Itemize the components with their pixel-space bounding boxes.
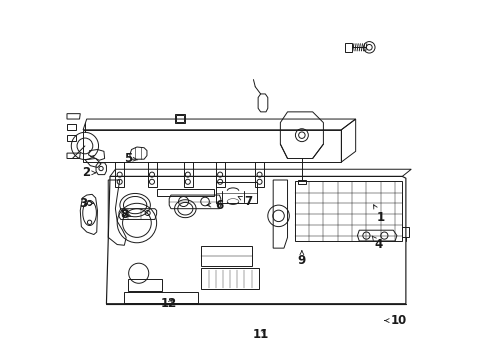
Text: 3: 3 bbox=[79, 197, 93, 210]
Text: 1: 1 bbox=[373, 205, 384, 224]
Text: 6: 6 bbox=[206, 199, 223, 212]
Text: 5: 5 bbox=[123, 152, 137, 165]
Text: 9: 9 bbox=[297, 251, 305, 267]
Text: 11: 11 bbox=[252, 328, 268, 341]
Text: 12: 12 bbox=[161, 297, 177, 310]
Text: 2: 2 bbox=[82, 166, 96, 179]
Text: 8: 8 bbox=[120, 208, 131, 221]
Text: 10: 10 bbox=[384, 314, 406, 327]
Bar bbox=[174, 114, 185, 123]
Bar bbox=[294, 181, 402, 241]
Text: 7: 7 bbox=[238, 195, 252, 208]
Text: 4: 4 bbox=[371, 236, 382, 251]
Bar bbox=[175, 115, 184, 122]
